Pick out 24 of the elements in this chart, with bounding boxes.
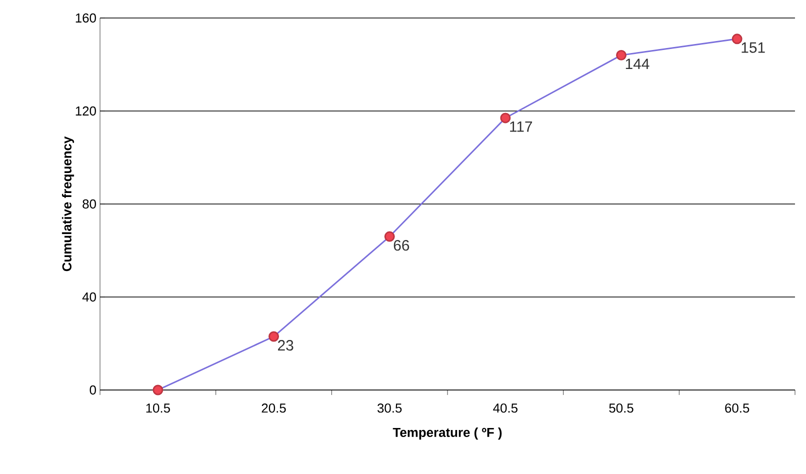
y-tick-label: 80 bbox=[82, 199, 96, 209]
y-tick-label: 160 bbox=[76, 13, 96, 23]
y-tick-label: 0 bbox=[90, 385, 96, 395]
y-axis-title: Cumulative frequency bbox=[62, 136, 74, 272]
x-tick-label: 50.5 bbox=[609, 404, 634, 413]
point bbox=[268, 331, 280, 342]
x-tick-label: 20.5 bbox=[262, 404, 286, 413]
y-tick-label: 40 bbox=[82, 292, 96, 302]
point bbox=[152, 384, 164, 396]
data-label: 151 bbox=[742, 42, 765, 53]
data-label: 23 bbox=[278, 340, 294, 351]
x-tick-label: 30.5 bbox=[377, 404, 402, 413]
x-tick-label: 40.5 bbox=[493, 404, 518, 413]
x-tick-label: 10.5 bbox=[146, 404, 170, 413]
point bbox=[732, 34, 742, 44]
data-label: 66 bbox=[394, 240, 410, 251]
point bbox=[616, 50, 627, 60]
point bbox=[384, 231, 395, 242]
point bbox=[500, 112, 511, 124]
data-label: 117 bbox=[510, 121, 532, 132]
y-tick-label: 120 bbox=[76, 106, 96, 116]
data-label: 144 bbox=[626, 58, 650, 69]
x-axis-title: Temperature ( ºF ) bbox=[392, 428, 502, 440]
x-tick-label: 60.5 bbox=[725, 404, 750, 413]
